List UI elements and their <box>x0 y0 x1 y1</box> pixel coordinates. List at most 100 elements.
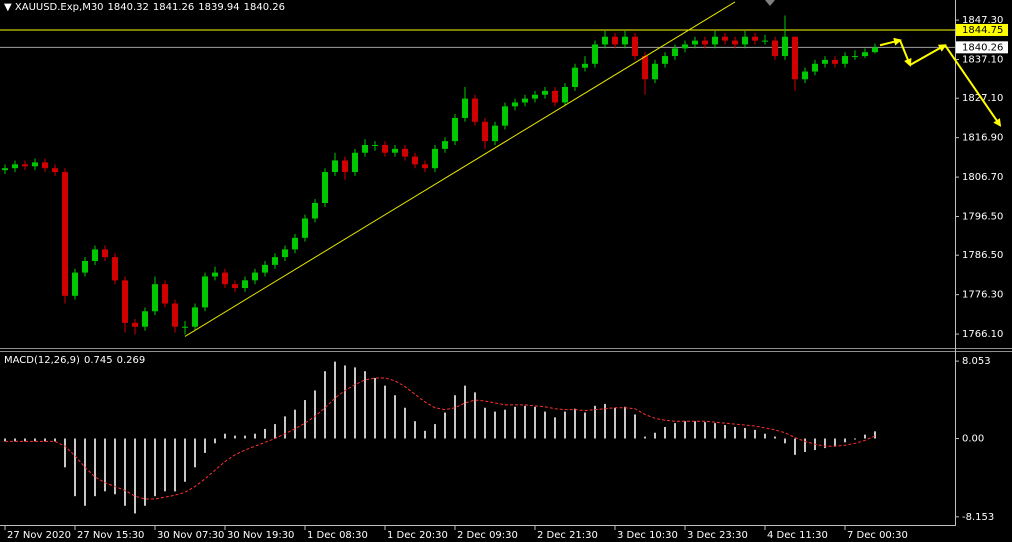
candle-body <box>532 94 538 99</box>
candle-body <box>442 141 448 149</box>
candle-body <box>452 117 458 142</box>
macd-bar <box>864 434 866 439</box>
macd-bar <box>324 371 326 439</box>
macd-bar <box>654 432 656 439</box>
macd-bar <box>364 371 366 439</box>
x-tick-label: 27 Nov 2020 <box>7 530 71 541</box>
macd-bar <box>524 405 526 439</box>
candle-body <box>682 44 688 49</box>
y-tick-label: 1796.50 <box>962 212 1003 223</box>
candle-body <box>572 67 578 87</box>
candle-body <box>262 264 268 273</box>
macd-bar <box>614 407 616 439</box>
candle-body <box>422 164 428 169</box>
macd-bar <box>754 429 756 439</box>
macd-bar <box>424 430 426 439</box>
macd-bar <box>694 421 696 439</box>
candle-body <box>462 98 468 118</box>
macd-bar <box>594 405 596 439</box>
candle-body <box>722 36 728 41</box>
macd-bar <box>244 435 246 439</box>
candle-body <box>212 272 218 277</box>
candle-body <box>272 257 278 265</box>
macd-bar <box>94 438 96 497</box>
macd-bar <box>834 438 836 447</box>
candle-body <box>752 36 758 41</box>
candle-body <box>312 203 318 219</box>
macd-bar <box>794 438 796 455</box>
candle-body <box>412 156 418 165</box>
macd-bar <box>574 408 576 439</box>
macd-bar <box>274 424 276 439</box>
macd-bar <box>584 412 586 439</box>
candle-body <box>42 162 48 169</box>
candle-body <box>642 56 648 80</box>
macd-bar <box>104 438 106 492</box>
macd-bar <box>504 409 506 439</box>
macd-bar <box>84 438 86 506</box>
candle-body <box>492 125 498 142</box>
x-tick-label: 2 Dec 21:30 <box>537 530 598 541</box>
macd-bar <box>744 427 746 439</box>
y-tick-label: 1766.10 <box>962 329 1003 340</box>
candle-body <box>162 284 168 304</box>
macd-bar <box>734 426 736 439</box>
projection-arrow <box>899 39 912 67</box>
macd-bar <box>54 438 56 442</box>
candle-body <box>742 36 748 45</box>
candle-body <box>342 160 348 173</box>
symbol: XAUUSD.Exp,M30 <box>14 2 104 13</box>
candle-body <box>102 249 108 258</box>
macd-bar <box>804 438 806 452</box>
quote-close: 1840.26 <box>243 2 285 13</box>
candle-body <box>32 162 38 167</box>
candle-body <box>362 145 368 153</box>
candle-body <box>802 71 808 80</box>
signal-line <box>5 377 876 500</box>
candle-body <box>52 168 58 173</box>
candle-body <box>552 90 558 103</box>
macd-bar <box>174 438 176 492</box>
macd-bar <box>24 438 26 442</box>
macd-bar <box>144 438 146 506</box>
candle-body <box>602 36 608 45</box>
macd-bar <box>444 412 446 439</box>
macd-bar <box>354 367 356 439</box>
macd-bar <box>774 436 776 439</box>
candle-body <box>672 48 678 57</box>
chart-header: ▼ XAUUSD.Exp,M30 1840.32 1841.26 1839.94 184… <box>4 2 285 13</box>
projection-arrow <box>909 44 947 66</box>
candle-body <box>562 87 568 103</box>
candle-body <box>192 307 198 327</box>
macd-bar <box>544 411 546 439</box>
candle-body <box>372 145 378 146</box>
candle-body <box>862 52 868 57</box>
macd-bar <box>224 433 226 439</box>
candle-body <box>582 63 588 68</box>
macd-bar <box>14 438 16 442</box>
candle-body <box>142 311 148 327</box>
candle-body <box>92 249 98 261</box>
candle-body <box>282 249 288 258</box>
candle-body <box>332 160 338 173</box>
macd-bar <box>494 411 496 439</box>
macd-bar <box>214 438 216 444</box>
candle-body <box>202 276 208 308</box>
macd-bar <box>854 438 856 440</box>
candle-body <box>612 36 618 45</box>
y-tick-label: 1776.30 <box>962 290 1003 301</box>
x-tick-label: 27 Nov 15:30 <box>77 530 144 541</box>
quote-low: 1839.94 <box>198 2 240 13</box>
macd-bar <box>164 438 166 492</box>
candle-body <box>242 280 248 289</box>
macd-bar <box>484 407 486 439</box>
macd-header: MACD(12,26,9) 0.745 0.269 <box>4 355 149 366</box>
macd-bar <box>264 428 266 439</box>
shift-marker <box>765 0 775 6</box>
candle-body <box>512 102 518 107</box>
candle-body <box>842 56 848 64</box>
signal-value: 0.269 <box>116 355 146 366</box>
macd-bar <box>134 438 136 514</box>
